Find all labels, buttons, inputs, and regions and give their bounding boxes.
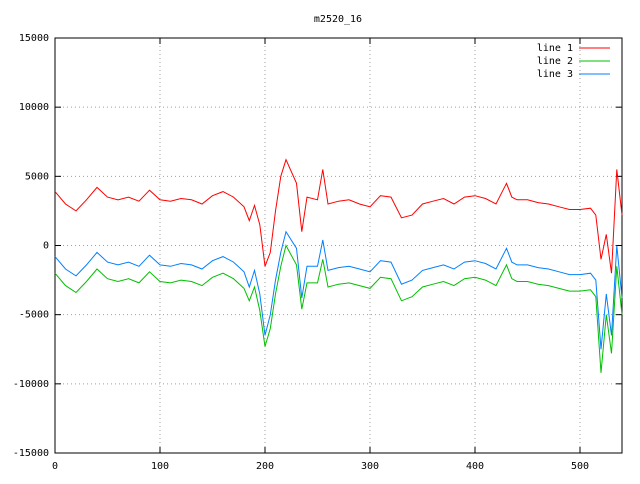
chart-title: m2520_16 <box>314 14 362 25</box>
y-tick-label: 10000 <box>19 102 49 113</box>
x-tick-label: 400 <box>466 461 484 472</box>
x-tick-label: 200 <box>256 461 274 472</box>
x-tick-label: 300 <box>361 461 379 472</box>
y-tick-label: 15000 <box>19 33 49 44</box>
y-tick-label: -10000 <box>13 379 49 390</box>
series-line <box>54 230 623 350</box>
plot-border <box>54 37 623 454</box>
y-tick-label: 0 <box>43 241 49 252</box>
legend-label: line 1 <box>537 43 573 54</box>
legend-label: line 3 <box>537 69 573 80</box>
x-tick-label: 100 <box>151 461 169 472</box>
y-tick-label: 5000 <box>25 171 49 182</box>
y-tick-label: -5000 <box>19 310 49 321</box>
x-tick-label: 0 <box>52 461 58 472</box>
x-tick-label: 500 <box>571 461 589 472</box>
series-line <box>54 158 623 274</box>
y-tick-label: -15000 <box>13 448 49 459</box>
series-line <box>54 244 623 373</box>
legend-label: line 2 <box>537 56 573 67</box>
